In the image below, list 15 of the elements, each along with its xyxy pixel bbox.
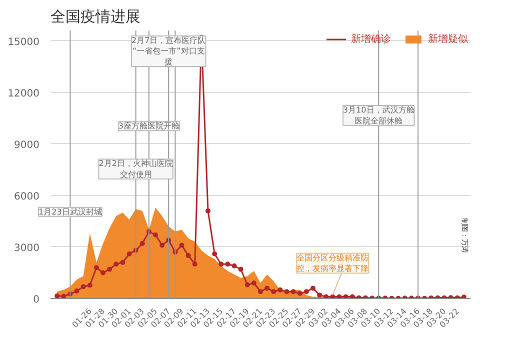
ref-line-label: 1月23日武汉封城 xyxy=(38,207,102,216)
ref-line-label: 3座方舱医院开舱 xyxy=(118,122,180,131)
annotation: 全国分区分级精准防控，发病率显著下降 xyxy=(296,253,369,274)
y-tick-label: 15000 xyxy=(8,36,40,48)
legend-label: 新增确诊 xyxy=(351,32,391,46)
ref-line-label: 2月2日，火神山医院交付使用 xyxy=(98,159,173,179)
y-tick-label: 3000 xyxy=(14,242,40,254)
ref-line-label: 3月10日，武汉方舱医院全部休舱 xyxy=(342,106,414,126)
y-tick-label: 0 xyxy=(33,294,40,306)
chart-title: 全国疫情进展 xyxy=(50,8,140,26)
legend-label: 新增疑似 xyxy=(428,32,468,46)
y-tick-label: 12000 xyxy=(8,88,40,100)
ref-line-label: 2月7日，宣布医疗队“一省包一市”对口支援 xyxy=(132,36,206,66)
y-tick-label: 6000 xyxy=(14,191,40,202)
y-tick-label: 9000 xyxy=(14,140,40,151)
